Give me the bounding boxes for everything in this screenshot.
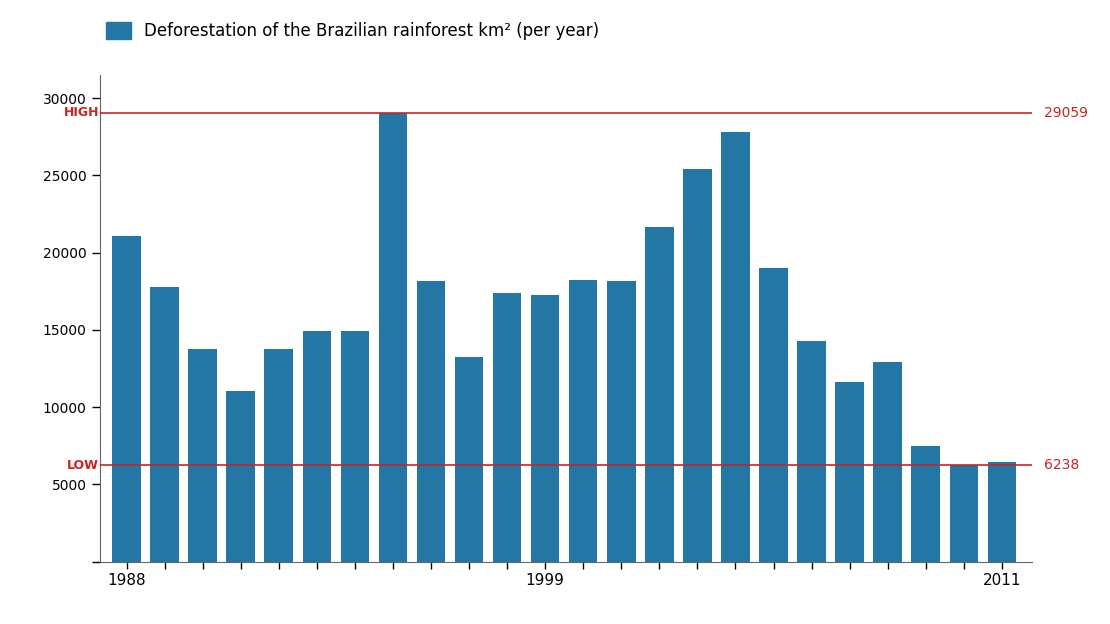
Bar (797, 341, 826, 562)
Bar (493, 293, 522, 562)
Bar (988, 462, 1016, 562)
Bar (874, 362, 902, 562)
Bar (226, 391, 255, 562)
Bar (722, 132, 749, 562)
Text: HIGH: HIGH (63, 106, 99, 119)
Bar (379, 112, 407, 562)
Bar (836, 381, 864, 562)
Bar (911, 446, 940, 562)
Bar (112, 236, 141, 562)
Bar (759, 268, 788, 562)
Bar (341, 331, 370, 562)
Bar (416, 281, 445, 562)
Legend: Deforestation of the Brazilian rainforest km² (per year): Deforestation of the Brazilian rainfores… (99, 15, 606, 47)
Bar (531, 295, 559, 562)
Bar (569, 280, 597, 562)
Bar (189, 349, 216, 562)
Bar (949, 466, 978, 562)
Text: 6238: 6238 (1043, 458, 1079, 472)
Bar (645, 227, 674, 562)
Text: LOW: LOW (68, 459, 99, 472)
Bar (455, 357, 483, 562)
Bar (264, 349, 293, 562)
Bar (683, 169, 712, 562)
Bar (303, 331, 331, 562)
Bar (150, 287, 179, 562)
Bar (607, 281, 636, 562)
Text: 29059: 29059 (1043, 105, 1088, 120)
